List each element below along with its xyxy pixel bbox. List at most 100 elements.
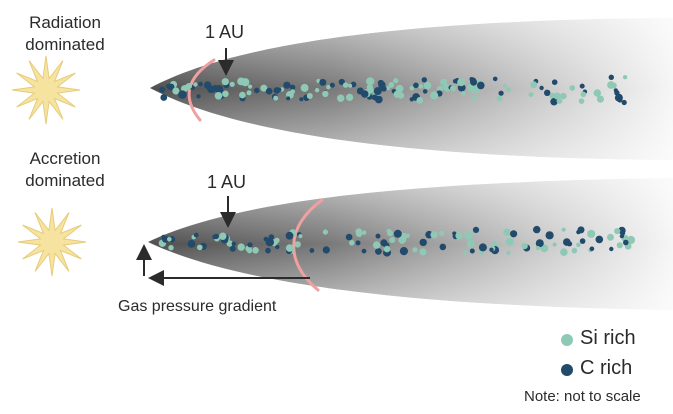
c-rich-grain	[579, 238, 586, 244]
c-rich-grain	[196, 94, 201, 99]
si-rich-grain	[535, 246, 541, 251]
c-rich-grain	[393, 229, 402, 238]
si-rich-grain	[521, 243, 528, 250]
c-rich-grain	[265, 247, 271, 254]
c-rich-grain	[247, 242, 253, 248]
si-rich-grain	[530, 81, 538, 89]
star-label-accretion: Accretion dominated	[25, 149, 105, 190]
si-rich-grain	[505, 87, 511, 93]
si-rich-grain	[168, 245, 174, 251]
c-rich-grain	[469, 77, 474, 81]
c-rich-grain	[439, 243, 447, 251]
si-rich-grain	[466, 239, 475, 248]
si-rich-grain	[197, 244, 203, 251]
si-rich-grain	[419, 248, 427, 256]
star-shape	[17, 207, 87, 277]
si-rich-grain	[626, 235, 636, 245]
si-rich-grain	[560, 92, 567, 100]
si-rich-grain	[455, 232, 463, 240]
c-rich-grain	[289, 84, 296, 91]
c-rich-grain	[579, 83, 585, 89]
si-rich-grain	[553, 92, 561, 100]
si-rich-grain	[383, 245, 391, 253]
c-rich-grain	[373, 87, 382, 96]
si-rich-grain	[614, 228, 621, 235]
c-rich-grain	[533, 225, 541, 234]
si-rich-grain	[569, 85, 576, 91]
disk-radiation-dominated	[150, 18, 673, 160]
si-rich-grain	[366, 77, 375, 86]
si-rich-grain	[506, 250, 511, 255]
scale-note: Note: not to scale	[524, 388, 641, 405]
c-rich-grain	[595, 235, 604, 244]
c-rich-grain	[617, 97, 623, 103]
si-rich-grain	[418, 84, 424, 89]
c-rich-grain	[452, 79, 458, 84]
si-rich-grain	[389, 237, 396, 243]
si-rich-grain	[430, 91, 439, 100]
c-rich-grain	[361, 90, 369, 98]
si-rich-grain	[596, 95, 605, 103]
si-rich-grain	[450, 85, 456, 92]
disk-accretion-dominated	[148, 178, 673, 310]
si-rich-grain	[395, 84, 404, 93]
c-rich-grain	[166, 83, 171, 89]
c-rich-grain	[285, 231, 294, 240]
si-rich-grain	[300, 83, 309, 92]
si-rich-grain	[185, 83, 192, 90]
c-rich-grain	[477, 81, 485, 90]
c-rich-grain	[419, 238, 427, 247]
si-rich-grain	[576, 242, 581, 248]
si-rich-grain	[607, 233, 614, 241]
c-rich-grain	[254, 87, 260, 94]
c-rich-grain	[322, 246, 330, 254]
c-rich-grain	[212, 234, 217, 240]
c-rich-grain	[345, 233, 353, 241]
si-rich-grain	[528, 92, 534, 97]
si-rich-grain	[306, 93, 313, 99]
si-rich-grain	[167, 237, 172, 242]
gas-pressure-gradient-label: Gas pressure gradient	[118, 298, 277, 315]
snow-line	[292, 198, 324, 292]
si-rich-grain	[237, 77, 246, 86]
si-rich-grain	[460, 91, 466, 96]
c-rich-grain	[161, 234, 166, 239]
si-rich-grain	[436, 86, 442, 91]
c-rich-grain	[319, 78, 327, 86]
si-rich-grain	[587, 229, 596, 238]
si-rich-grain	[496, 95, 503, 102]
c-rich-grain	[178, 90, 187, 99]
c-rich-grain	[193, 232, 199, 238]
si-rich-grain	[326, 84, 331, 90]
si-rich-grain	[219, 232, 227, 240]
si-rich-grain	[593, 89, 601, 97]
legend-c-dot	[561, 364, 573, 376]
si-rich-grain	[349, 240, 355, 246]
si-rich-grain	[388, 82, 395, 88]
legend-c-label: C rich	[580, 357, 633, 379]
si-rich-grain	[423, 81, 432, 90]
si-rich-grain	[440, 78, 448, 86]
c-rich-grain	[421, 77, 427, 83]
si-rich-grain	[578, 98, 585, 104]
si-rich-grain	[457, 78, 466, 87]
si-rich-grain	[193, 82, 198, 87]
c-rich-grain	[160, 94, 168, 101]
c-rich-grain	[309, 248, 315, 253]
si-rich-grain	[492, 240, 497, 246]
si-rich-grain	[239, 91, 246, 99]
c-rich-grain	[329, 82, 335, 88]
si-rich-grain	[229, 81, 235, 87]
si-rich-grain	[561, 227, 566, 232]
star-shape	[11, 55, 81, 125]
si-rich-grain	[322, 90, 329, 98]
si-rich-grain	[237, 243, 245, 251]
si-rich-grain	[342, 82, 349, 88]
c-rich-grain	[623, 239, 629, 246]
si-rich-grain	[274, 237, 280, 244]
si-rich-grain	[248, 84, 253, 89]
c-rich-grain	[550, 98, 558, 106]
si-rich-grain	[430, 231, 438, 239]
c-rich-grain	[469, 248, 475, 254]
